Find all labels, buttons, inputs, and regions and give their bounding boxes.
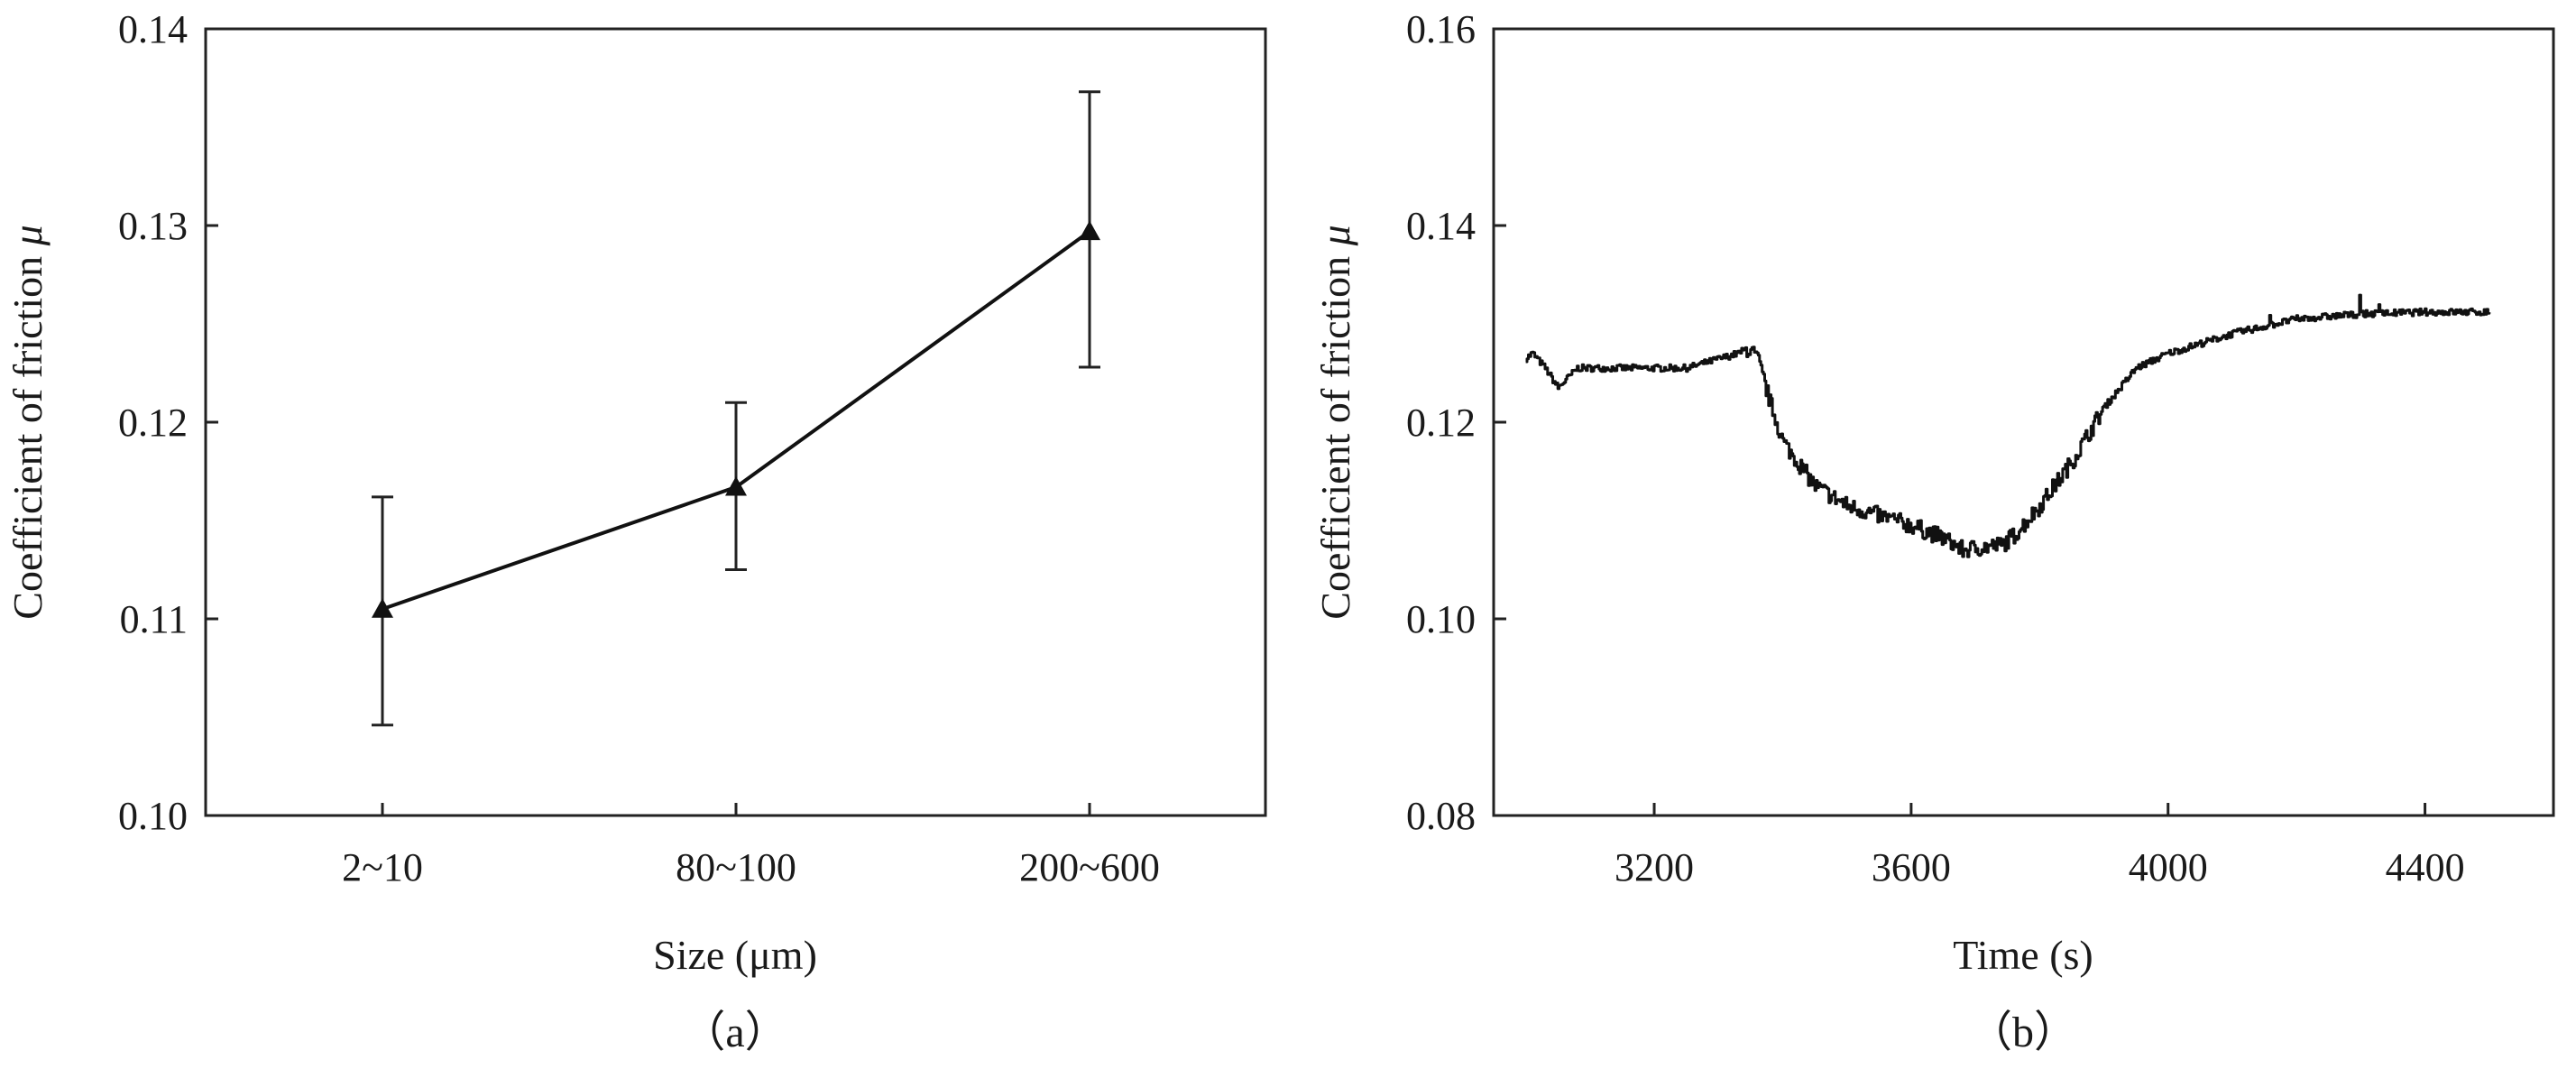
x-tick-label-a: 2~10 (342, 845, 423, 889)
x-tick-label-b: 3600 (1872, 845, 1951, 889)
y-tick-label-b: 0.16 (1406, 7, 1476, 51)
y-axis-mu-b: μ (1312, 225, 1358, 246)
y-tick-label-a: 0.10 (118, 794, 188, 838)
error-bars-a (372, 90, 1100, 727)
chart-panel-a: 0.10 0.11 0.12 0.13 0.14 2~10 80~100 200~600 S… (5, 7, 1267, 1056)
data-point-marker (1079, 220, 1100, 241)
panel-label-a: （a） (682, 1009, 787, 1056)
y-tick-label-a: 0.13 (118, 204, 188, 248)
x-axis-title-a: Size (μm) (653, 932, 817, 978)
friction-trace-b (1525, 293, 2491, 558)
data-point-marker (725, 475, 747, 496)
x-tick-label-a: 80~100 (676, 845, 796, 889)
plot-frame-b (1492, 27, 2555, 817)
y-axis-title-text-b: Coefficient of friction (1312, 256, 1358, 620)
x-ticks-a: 2~10 80~100 200~600 (342, 803, 1160, 889)
y-ticks-a: 0.10 0.11 0.12 0.13 0.14 (118, 7, 218, 838)
chart-panel-b: 0.08 0.10 0.12 0.14 0.16 3200 3600 4000 4400 Ti… (1312, 7, 2555, 1056)
y-tick-label-b: 0.14 (1406, 204, 1476, 248)
markers-a (372, 220, 1100, 618)
y-tick-label-b: 0.10 (1406, 597, 1476, 641)
y-axis-mu-a: μ (5, 225, 51, 246)
x-axis-title-b: Time (s) (1953, 932, 2093, 978)
x-tick-label-b: 4400 (2386, 845, 2465, 889)
y-tick-label-a: 0.11 (120, 597, 188, 641)
y-axis-title-a: Coefficient of friction μ (5, 225, 51, 619)
x-ticks-b: 3200 3600 4000 4400 (1615, 803, 2465, 889)
y-axis-title-b: Coefficient of friction μ (1312, 225, 1358, 619)
panel-label-b: （b） (1969, 1009, 2077, 1056)
y-ticks-b: 0.08 0.10 0.12 0.14 0.16 (1406, 7, 1506, 838)
x-tick-label-b: 3200 (1615, 845, 1694, 889)
x-tick-label-a: 200~600 (1019, 845, 1160, 889)
y-tick-label-b: 0.12 (1406, 401, 1476, 445)
y-tick-label-a: 0.14 (118, 7, 188, 51)
y-axis-title-text-a: Coefficient of friction (5, 256, 51, 620)
y-tick-label-b: 0.08 (1406, 794, 1476, 838)
data-point-marker (372, 598, 393, 618)
x-tick-label-b: 4000 (2129, 845, 2208, 889)
y-tick-label-a: 0.12 (118, 401, 188, 445)
